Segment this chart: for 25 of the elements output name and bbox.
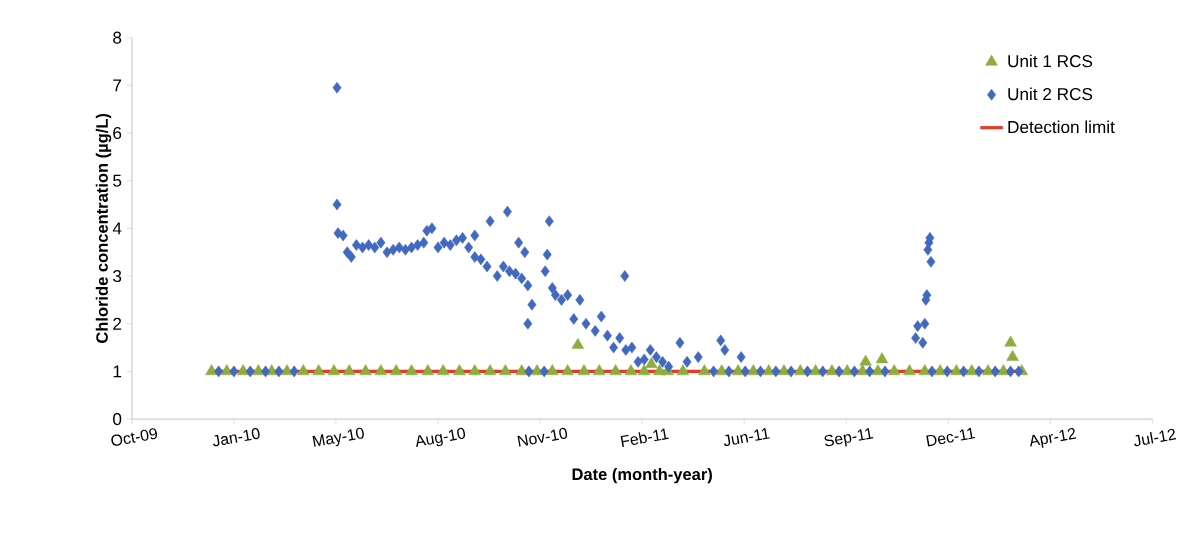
x-tick-label: Feb-11	[620, 428, 669, 447]
y-tick-label: 0	[113, 413, 122, 426]
y-tick-label: 5	[113, 174, 122, 187]
x-axis-title: Date (month-year)	[572, 468, 712, 484]
y-tick-label: 4	[112, 222, 122, 235]
x-tick-label: Aug-10	[416, 427, 466, 447]
x-tick-label: Jul-12	[1134, 428, 1177, 447]
x-tick-label: Oct-09	[111, 428, 157, 446]
x-tick-label: May-10	[312, 427, 364, 447]
y-tick-label: 8	[113, 31, 122, 44]
legend-label: Detection limit	[1008, 120, 1115, 134]
x-tick-label: Sep-11	[824, 428, 874, 447]
y-tick-label: 7	[113, 79, 122, 92]
legend-label: Unit 2 RCS	[1008, 87, 1093, 101]
x-tick-label: Nov-10	[517, 427, 568, 447]
y-tick-label: 1	[113, 365, 122, 378]
x-tick-label: Jan-10	[213, 428, 260, 447]
x-tick-label: Dec-11	[926, 427, 976, 447]
x-tick-label: Apr-12	[1030, 428, 1077, 448]
legend-label: Unit 1 RCS	[1008, 54, 1093, 68]
y-tick-label: 2	[113, 317, 122, 330]
x-tick-label: Jun-11	[723, 428, 770, 447]
y-tick-label: 3	[113, 270, 122, 283]
y-tick-label: 6	[113, 126, 122, 140]
y-axis-title: Chloride concentration (µg/L)	[95, 113, 112, 344]
